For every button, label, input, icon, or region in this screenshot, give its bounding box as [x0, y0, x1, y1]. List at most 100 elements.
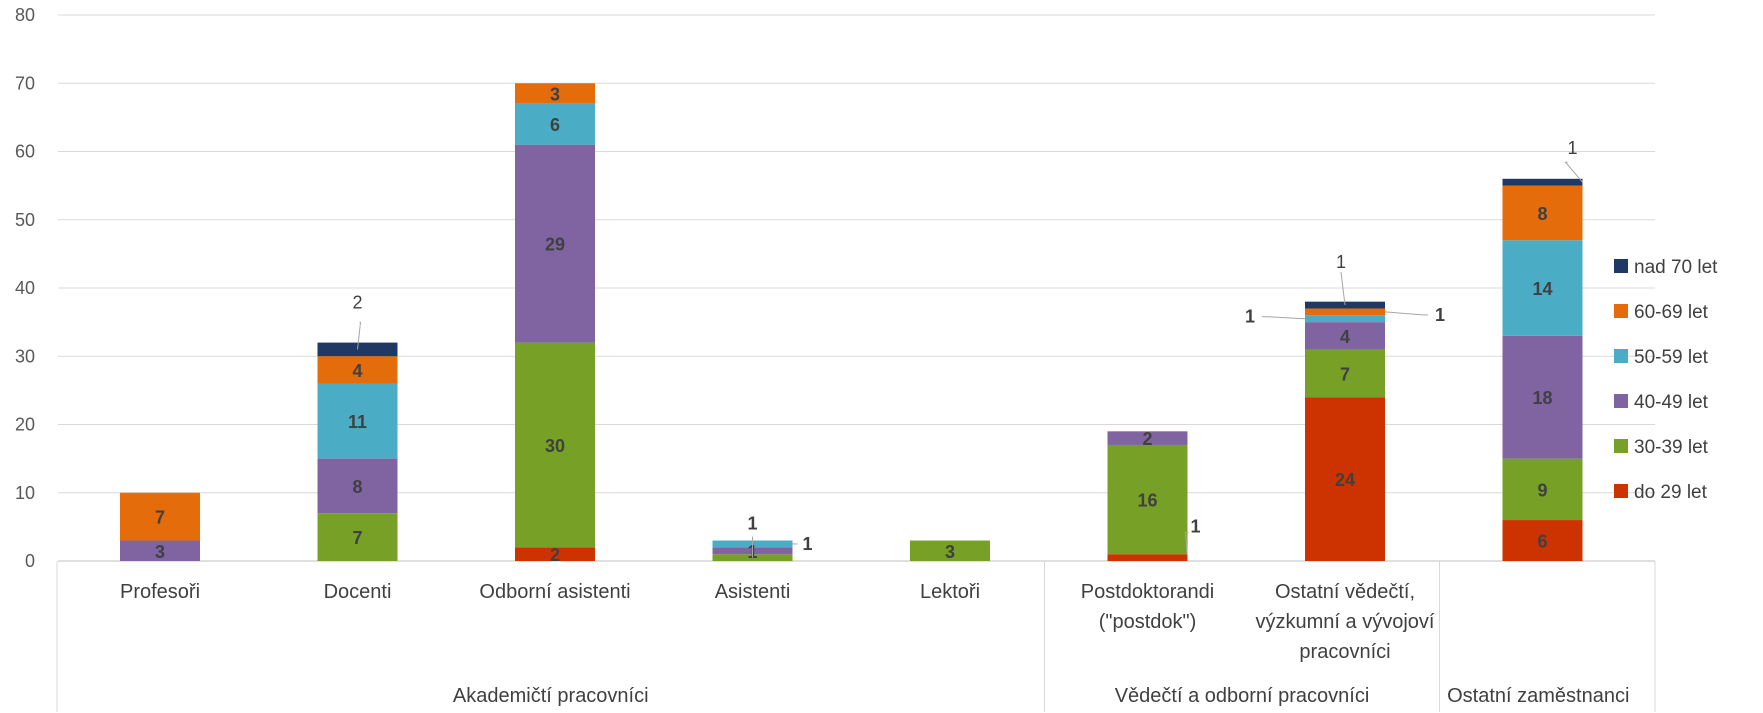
category-label: Lektoři: [920, 581, 980, 603]
legend-swatch: [1614, 304, 1628, 318]
category-label: pracovníci: [1299, 641, 1390, 663]
bar-segment: [1305, 315, 1385, 323]
bar-segment: [1502, 520, 1583, 561]
data-label: 3: [550, 84, 560, 104]
bar-segment: [317, 513, 398, 561]
legend-label: do 29 let: [1634, 482, 1708, 503]
callout-leader-line: [1564, 161, 1583, 183]
callout-labels: 2 1 1 1 1 1 1 1: [352, 138, 1583, 558]
y-tick-label: 40: [15, 278, 35, 298]
bar-segment: [1107, 444, 1188, 555]
data-label: 2: [550, 545, 560, 565]
data-label: 14: [1532, 279, 1552, 299]
y-tick-label: 60: [15, 142, 35, 162]
bar-segment: [515, 144, 595, 343]
bar-segment: [1502, 185, 1583, 241]
group-label: Ostatní zaměstnanci: [1447, 685, 1629, 707]
callout-leader-line: [1261, 316, 1306, 320]
data-label: 24: [1335, 470, 1355, 490]
bars: [120, 83, 1583, 561]
y-tick-label: 20: [15, 415, 35, 435]
callout-label: 1: [1336, 252, 1346, 272]
legend-label: 50-59 let: [1634, 347, 1709, 368]
data-label: 30: [545, 436, 565, 456]
bar-segment: [1502, 335, 1583, 459]
legend-label: 60-69 let: [1634, 302, 1709, 323]
bar-segment: [1305, 322, 1385, 350]
bar-segment: [1502, 178, 1583, 186]
x-axis: Akademičtí pracovníci Vědečtí a odborní p…: [56, 561, 1656, 712]
bar-segment: [317, 356, 398, 384]
y-tick-label: 50: [15, 210, 35, 230]
bar-segment: [515, 103, 595, 145]
legend-swatch: [1614, 439, 1628, 453]
data-label: 9: [1537, 480, 1547, 500]
bar-segment: [120, 540, 200, 561]
data-label: 6: [1537, 532, 1547, 552]
category-label: Asistenti: [715, 581, 791, 603]
bar-segment: [1502, 458, 1583, 521]
callout-label: 1: [1245, 307, 1255, 327]
data-label: 7: [352, 528, 362, 548]
data-label: 6: [550, 115, 560, 135]
data-label: 3: [945, 542, 955, 562]
data-label: 8: [352, 477, 362, 497]
category-label: Postdoktorandi: [1081, 581, 1214, 603]
legend: nad 70 let 60-69 let 50-59 let 40-49 let 30-…: [1614, 257, 1718, 503]
data-label: 8: [1537, 204, 1547, 224]
legend-swatch: [1614, 484, 1628, 498]
callout-label: 1: [1567, 138, 1577, 158]
bar-segment: [515, 547, 595, 561]
callout-leader-line: [1340, 272, 1346, 306]
bar-segment: [1502, 240, 1583, 336]
category-label: Docenti: [324, 581, 392, 603]
data-label: 18: [1532, 388, 1552, 408]
data-label: 7: [155, 508, 165, 528]
category-label: Profesoři: [120, 581, 200, 603]
gridlines: [58, 14, 1655, 562]
bar-segment: [120, 492, 200, 541]
bar-segment: [910, 540, 990, 561]
bar-segment: [317, 383, 398, 459]
y-tick-label: 0: [25, 551, 35, 571]
data-label: 2: [1142, 429, 1152, 449]
legend-label: 30-39 let: [1634, 437, 1709, 458]
bar-segment: [515, 83, 595, 104]
data-label: 29: [545, 235, 565, 255]
bar-segment: [515, 342, 595, 548]
bar-segment: [1305, 397, 1385, 561]
bar-segment: [1107, 554, 1188, 561]
data-label: 3: [155, 542, 165, 562]
callout-label: 1: [1435, 305, 1445, 325]
callout-label: 1: [802, 534, 812, 554]
group-label: Vědečtí a odborní pracovníci: [1115, 685, 1370, 707]
callout-label: 1: [1190, 517, 1200, 537]
group-label: Akademičtí pracovníci: [453, 685, 649, 707]
data-label: 4: [352, 361, 362, 381]
data-label: 11: [348, 412, 367, 432]
callout-leader-line: [357, 321, 362, 350]
y-tick-label: 80: [15, 5, 35, 25]
bar-segment: [1305, 308, 1385, 316]
callout-label: 2: [352, 292, 362, 312]
category-label: ("postdok"): [1099, 611, 1197, 633]
category-label: Ostatní vědečtí,: [1275, 581, 1415, 603]
y-tick-label: 70: [15, 73, 35, 93]
legend-swatch: [1614, 259, 1628, 273]
category-label: Odborní asistenti: [479, 581, 630, 603]
callout-label: 1: [747, 514, 757, 534]
legend-swatch: [1614, 394, 1628, 408]
legend-label: 40-49 let: [1634, 392, 1709, 413]
callout-leader-line: [1384, 311, 1429, 316]
y-axis-ticks: 0 10 20 30 40 50 60 70 80: [15, 5, 35, 571]
y-tick-label: 10: [15, 483, 35, 503]
y-tick-label: 30: [15, 346, 35, 366]
bar-segment: [1305, 349, 1385, 398]
category-label: výzkumní a vývojoví: [1256, 611, 1435, 633]
callout-leader-line: [1184, 532, 1189, 558]
legend-swatch: [1614, 349, 1628, 363]
bar-segment: [1107, 431, 1188, 445]
bar-segment: [317, 458, 398, 514]
data-label: 4: [1340, 327, 1350, 347]
